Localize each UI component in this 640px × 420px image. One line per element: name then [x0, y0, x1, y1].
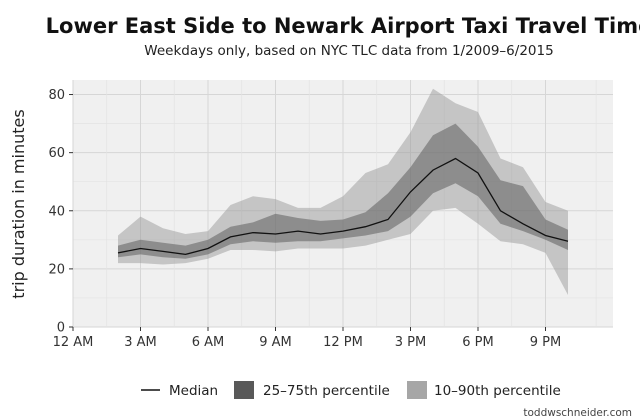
median-line-layer — [117, 157, 569, 256]
band-25-75-layer — [118, 123, 568, 259]
x-tick-label: 12 AM — [53, 335, 94, 350]
median-line — [117, 157, 569, 256]
y-tick-label: 0 — [57, 321, 65, 336]
x-tick-label: 3 PM — [395, 335, 426, 350]
x-tick-label: 9 AM — [259, 335, 292, 350]
y-tick-label: 80 — [48, 88, 65, 103]
legend-iqr-key — [234, 381, 254, 399]
legend-iqr-label: 25–75th percentile — [263, 383, 390, 399]
y-axis-ticks: 0 20 40 60 80 — [48, 88, 73, 336]
x-tick-label: 6 PM — [462, 335, 493, 350]
x-tick-label: 12 PM — [323, 335, 363, 350]
y-tick-label: 60 — [48, 146, 65, 161]
band-25-75 — [118, 123, 568, 259]
x-axis-ticks: 12 AM 3 AM 6 AM 9 AM 12 PM 3 PM 6 PM 9 PM — [53, 327, 561, 350]
y-axis-title: trip duration in minutes — [9, 109, 28, 298]
legend-p10-90-key — [407, 381, 427, 399]
legend-p10-90-label: 10–90th percentile — [434, 383, 561, 399]
x-tick-label: 9 PM — [530, 335, 561, 350]
y-tick-label: 20 — [48, 262, 65, 277]
x-tick-label: 6 AM — [192, 335, 225, 350]
source-credit: toddwschneider.com — [523, 407, 632, 419]
chart-title: Lower East Side to Newark Airport Taxi T… — [46, 14, 640, 38]
x-tick-label: 3 AM — [124, 335, 157, 350]
chart-subtitle: Weekdays only, based on NYC TLC data fro… — [144, 43, 553, 59]
y-tick-label: 40 — [48, 204, 65, 219]
legend: Median 25–75th percentile 10–90th percen… — [141, 381, 561, 399]
legend-median-label: Median — [169, 383, 218, 399]
